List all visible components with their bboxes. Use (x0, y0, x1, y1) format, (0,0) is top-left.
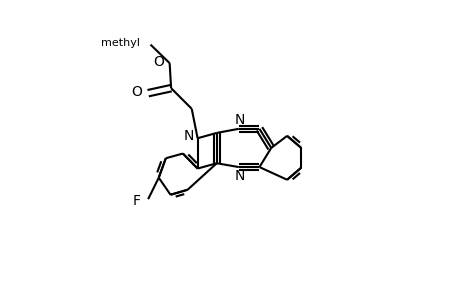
Text: N: N (183, 129, 194, 143)
Text: methyl: methyl (101, 38, 140, 48)
Text: N: N (234, 169, 244, 183)
Text: O: O (152, 55, 163, 69)
Text: N: N (234, 113, 244, 127)
Text: O: O (130, 85, 141, 99)
Text: F: F (133, 194, 141, 208)
